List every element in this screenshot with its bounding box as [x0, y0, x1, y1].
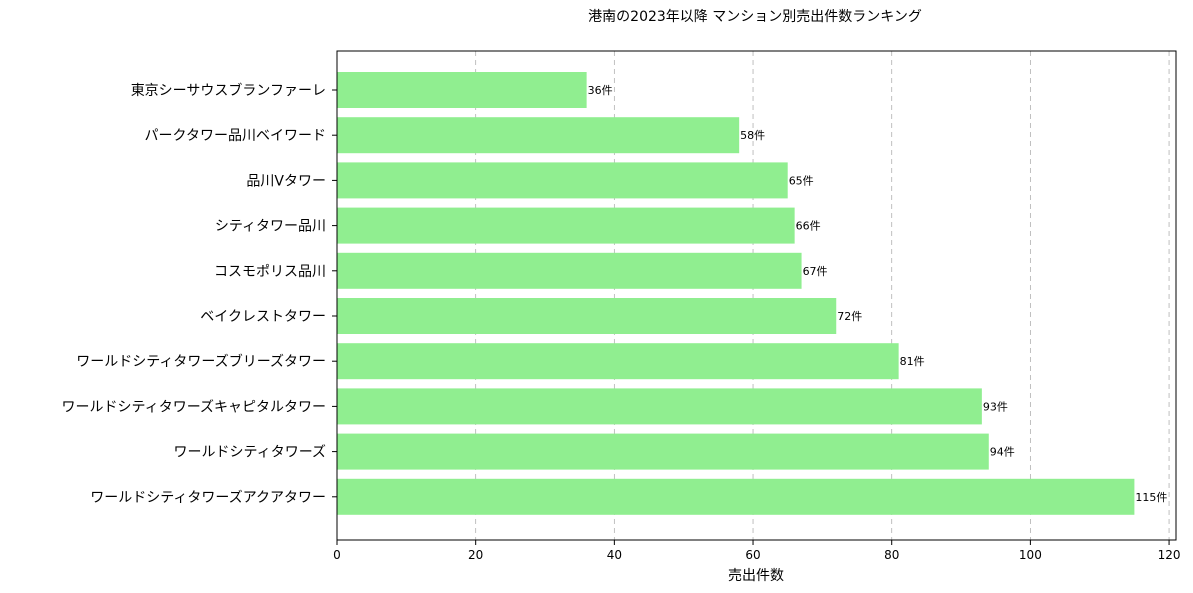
- category-labels: 東京シーサウスブランファーレパークタワー品川ベイワード品川Vタワーシティタワー品…: [62, 82, 337, 506]
- data-label: 58件: [740, 129, 765, 142]
- x-tick-label: 120: [1158, 548, 1181, 562]
- data-label: 67件: [803, 265, 828, 278]
- data-label: 65件: [789, 174, 814, 187]
- bar: [337, 117, 740, 154]
- category-label: 東京シーサウスブランファーレ: [131, 82, 326, 99]
- x-tick-label: 0: [333, 548, 341, 562]
- bar: [337, 343, 899, 380]
- x-axis-ticks: 0 20 40 60 80 100 120: [333, 540, 1181, 562]
- data-label: 93件: [983, 400, 1008, 413]
- bar: [337, 433, 989, 470]
- x-tick-label: 60: [745, 548, 760, 562]
- category-label: 品川Vタワー: [246, 173, 326, 189]
- x-tick-label: 20: [468, 548, 483, 562]
- category-label: シティタワー品川: [215, 219, 326, 235]
- x-axis-label: 売出件数: [728, 568, 784, 584]
- plot-frame: [336, 50, 1177, 541]
- category-label: ワールドシティタワーズアクアタワー: [90, 490, 326, 506]
- category-label: コスモポリス品川: [214, 264, 326, 280]
- bar: [337, 388, 982, 425]
- category-label: ワールドシティタワーズキャピタルタワー: [62, 399, 326, 415]
- x-tick-label: 80: [884, 548, 899, 562]
- data-label: 36件: [588, 84, 613, 97]
- data-label: 94件: [990, 446, 1015, 459]
- bar: [337, 162, 788, 199]
- category-label: ワールドシティタワーズブリーズタワー: [76, 353, 326, 370]
- bars: [337, 72, 1135, 515]
- chart-title: 港南の2023年以降 マンション別売出件数ランキング: [588, 9, 922, 25]
- data-label: 66件: [796, 220, 821, 233]
- bar: [337, 72, 587, 108]
- bar: [337, 252, 802, 289]
- category-label: ワールドシティタワーズ: [174, 445, 326, 461]
- x-tick-label: 40: [607, 548, 622, 562]
- x-tick-label: 100: [1019, 548, 1042, 562]
- category-label: パークタワー品川ベイワード: [145, 128, 326, 144]
- data-label: 72件: [837, 310, 862, 323]
- bar: [337, 298, 837, 334]
- bar: [337, 478, 1135, 515]
- category-label: ベイクレストタワー: [200, 309, 326, 325]
- data-label: 115件: [1135, 491, 1167, 504]
- bar: [337, 207, 795, 244]
- data-labels: 36件 58件 65件 66件 67件 72件 81件 93件 94件 115件: [588, 84, 1168, 504]
- data-label: 81件: [900, 355, 925, 368]
